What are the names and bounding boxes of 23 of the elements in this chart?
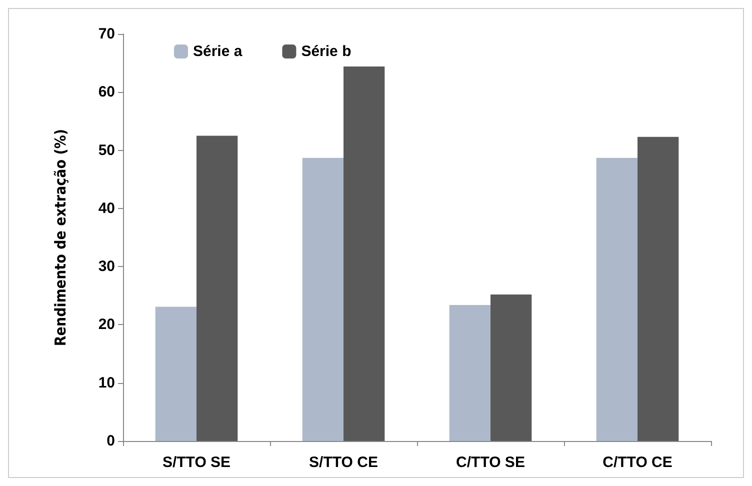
y-tick-label: 0 [106,432,115,450]
bar [490,294,532,441]
bar [302,158,344,441]
bar [596,158,638,441]
bar [344,66,385,441]
y-tick-label: 70 [98,26,115,42]
bar [196,136,238,441]
x-tick-label: S/TTO SE [162,454,231,471]
y-tick-label: 50 [98,142,115,159]
y-tick-label: 10 [98,374,115,392]
bar [638,136,679,441]
bar [155,306,196,441]
legend-label: Série a [193,43,243,60]
y-tick-label: 60 [98,84,115,101]
x-tick-label: C/TTO SE [456,454,525,471]
y-axis-title: Rendimento de extração (%) [52,128,70,346]
y-tick-label: 30 [98,258,115,276]
legend-label: Série b [301,43,352,60]
y-tick-label: 40 [98,200,115,217]
bar [449,304,490,441]
x-tick-label: C/TTO CE [602,454,672,471]
x-tick-label: S/TTO CE [309,454,378,471]
y-tick-label: 20 [98,316,115,334]
